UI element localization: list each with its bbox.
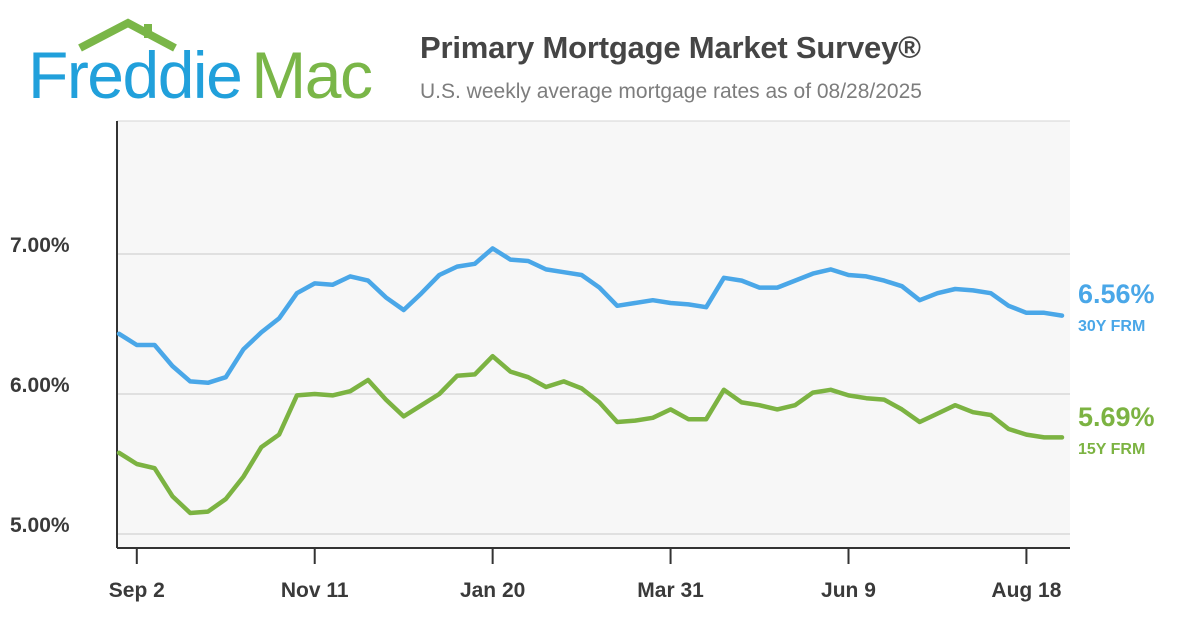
- x-tick-label: Aug 18: [991, 579, 1061, 602]
- series-line-15y: [116, 353, 1065, 516]
- y-tick-label: 6.00%: [10, 374, 70, 397]
- freddie-mac-logo: Freddie Mac: [28, 18, 380, 108]
- series-label-15y: 15Y FRM: [1078, 441, 1146, 459]
- series-lines: [116, 246, 1065, 516]
- plot-area: [117, 121, 1070, 548]
- y-tick-label: 5.00%: [10, 514, 70, 537]
- end-value-15y: 5.69%: [1078, 402, 1155, 433]
- chart-title: Primary Mortgage Market Survey®: [420, 30, 921, 65]
- x-tick-label: Nov 11: [281, 579, 349, 602]
- logo-word-freddie: Freddie: [28, 38, 241, 108]
- end-value-30y: 6.56%: [1078, 278, 1155, 309]
- y-tick-label: 7.00%: [10, 234, 70, 257]
- gridlines: [117, 120, 1070, 535]
- x-tick-label: Sep 2: [109, 579, 165, 602]
- series-label-30y: 30Y FRM: [1078, 317, 1146, 335]
- x-axis-labels: Sep 2 Nov 11 Jan 20 Mar 31 Jun 9 Aug 18: [109, 579, 1062, 602]
- chart-subtitle: U.S. weekly average mortgage rates as of…: [420, 80, 922, 103]
- series-line-30y: [116, 246, 1065, 386]
- logo-graphic: Freddie Mac: [28, 18, 373, 108]
- x-tick-label: Jan 20: [460, 579, 525, 602]
- x-tick-label: Jun 9: [821, 579, 876, 602]
- logo-word-mac: Mac: [251, 38, 372, 108]
- y-axis-labels: 5.00% 6.00% 7.00%: [10, 234, 70, 537]
- x-tick-label: Mar 31: [637, 579, 704, 602]
